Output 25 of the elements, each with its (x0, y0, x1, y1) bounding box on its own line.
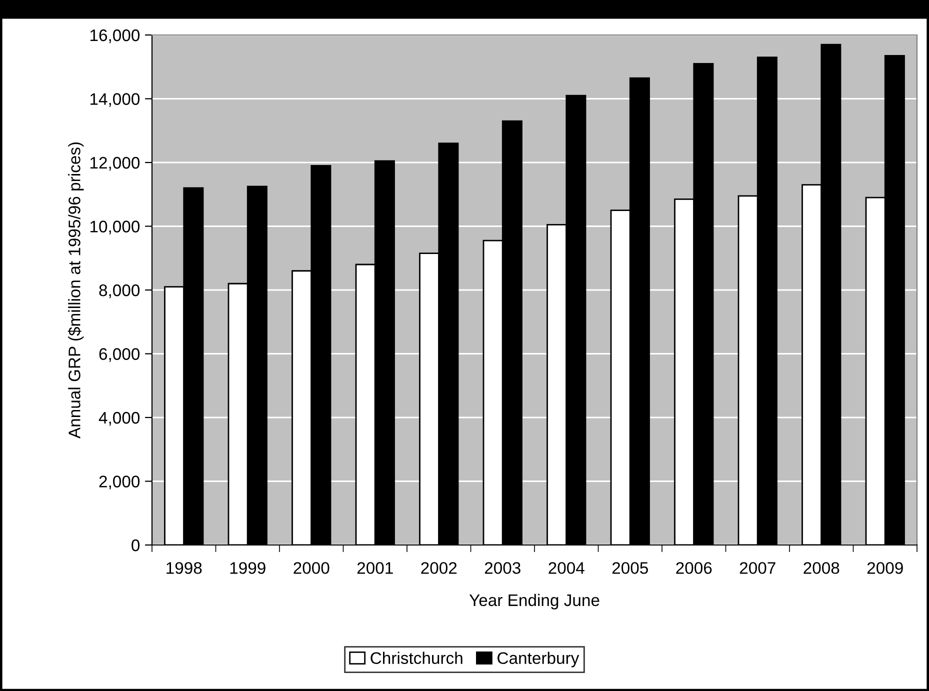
legend-label: Canterbury (498, 652, 580, 668)
y-tick-label: 16,000 (90, 29, 140, 44)
legend-label: Christchurch (370, 652, 462, 664)
y-tick-label: 0 (132, 539, 140, 552)
x-tick-label: 2005 (612, 562, 648, 574)
y-tick-label: 10,000 (90, 220, 140, 234)
x-tick-label: 2009 (867, 562, 903, 574)
y-tick-label: 4,000 (98, 412, 140, 426)
x-tick-label: 1998 (166, 562, 202, 574)
x-tick-label: 2000 (294, 562, 330, 574)
x-tick-label: 2002 (421, 562, 457, 574)
y-tick-label: 2,000 (99, 476, 140, 490)
x-tick-label: 2008 (804, 562, 840, 574)
y-tick-label: 8,000 (99, 284, 140, 298)
y-tick-label: 12,000 (90, 156, 140, 171)
x-tick-label: 1999 (230, 562, 266, 574)
x-tick-label: 2006 (676, 562, 712, 574)
x-axis-title: Year Ending June (469, 594, 600, 610)
y-axis-title: Annual GRP ($million at 1995/96 prices) (68, 142, 84, 438)
x-tick-label: 2001 (357, 562, 393, 574)
x-tick-label: 2007 (740, 562, 776, 574)
y-tick-label: 14,000 (90, 93, 140, 107)
y-tick-label: 6,000 (99, 348, 140, 362)
x-tick-label: 2003 (484, 562, 520, 574)
x-tick-label: 2004 (548, 562, 584, 574)
